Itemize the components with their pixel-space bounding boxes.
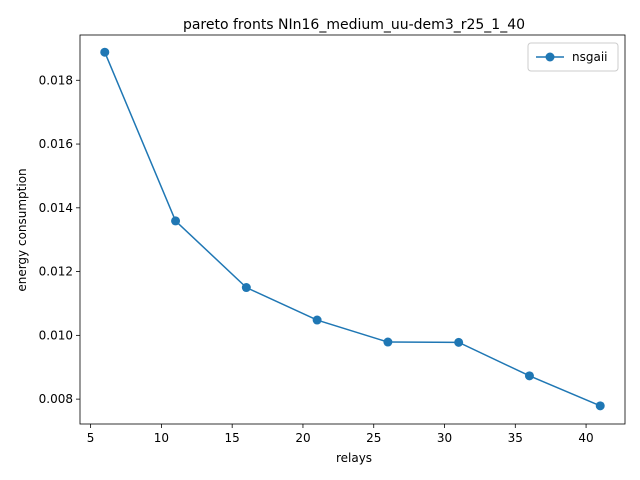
data-point [454, 337, 464, 347]
x-tick-label: 40 [578, 431, 593, 445]
y-axis-label: energy consumption [15, 168, 29, 291]
y-axis: 0.008 0.010 0.012 0.014 0.016 0.018 [39, 73, 80, 406]
y-tick-label: 0.010 [39, 328, 73, 342]
x-tick-label: 35 [508, 431, 523, 445]
series-line-nsgaii [104, 51, 601, 407]
y-tick-label: 0.012 [39, 265, 73, 279]
x-tick-label: 15 [225, 431, 240, 445]
data-point [241, 283, 251, 293]
y-tick-label: 0.014 [39, 201, 73, 215]
data-point [524, 371, 534, 381]
data-point [595, 401, 605, 411]
x-tick-label: 25 [366, 431, 381, 445]
chart-title: pareto fronts NIn16_medium_uu-dem3_r25_1… [183, 17, 525, 33]
x-tick-label: 10 [154, 431, 169, 445]
data-point [383, 337, 393, 347]
plot-frame [79, 34, 626, 425]
legend-label: nsgaii [572, 50, 608, 64]
legend-box [527, 42, 619, 72]
x-axis: 5 10 15 20 25 30 35 40 [87, 424, 594, 445]
data-point [312, 315, 322, 325]
y-tick-label: 0.008 [39, 392, 73, 406]
x-axis-label: relays [336, 451, 372, 465]
data-point [100, 47, 110, 57]
x-tick-label: 20 [295, 431, 310, 445]
legend: nsgaii [527, 42, 619, 72]
plot-area [100, 47, 605, 411]
data-point [171, 216, 181, 226]
x-tick-label: 30 [437, 431, 452, 445]
y-tick-label: 0.018 [39, 73, 73, 87]
x-tick-label: 5 [87, 431, 95, 445]
legend-marker [545, 52, 555, 62]
y-tick-label: 0.016 [39, 137, 73, 151]
